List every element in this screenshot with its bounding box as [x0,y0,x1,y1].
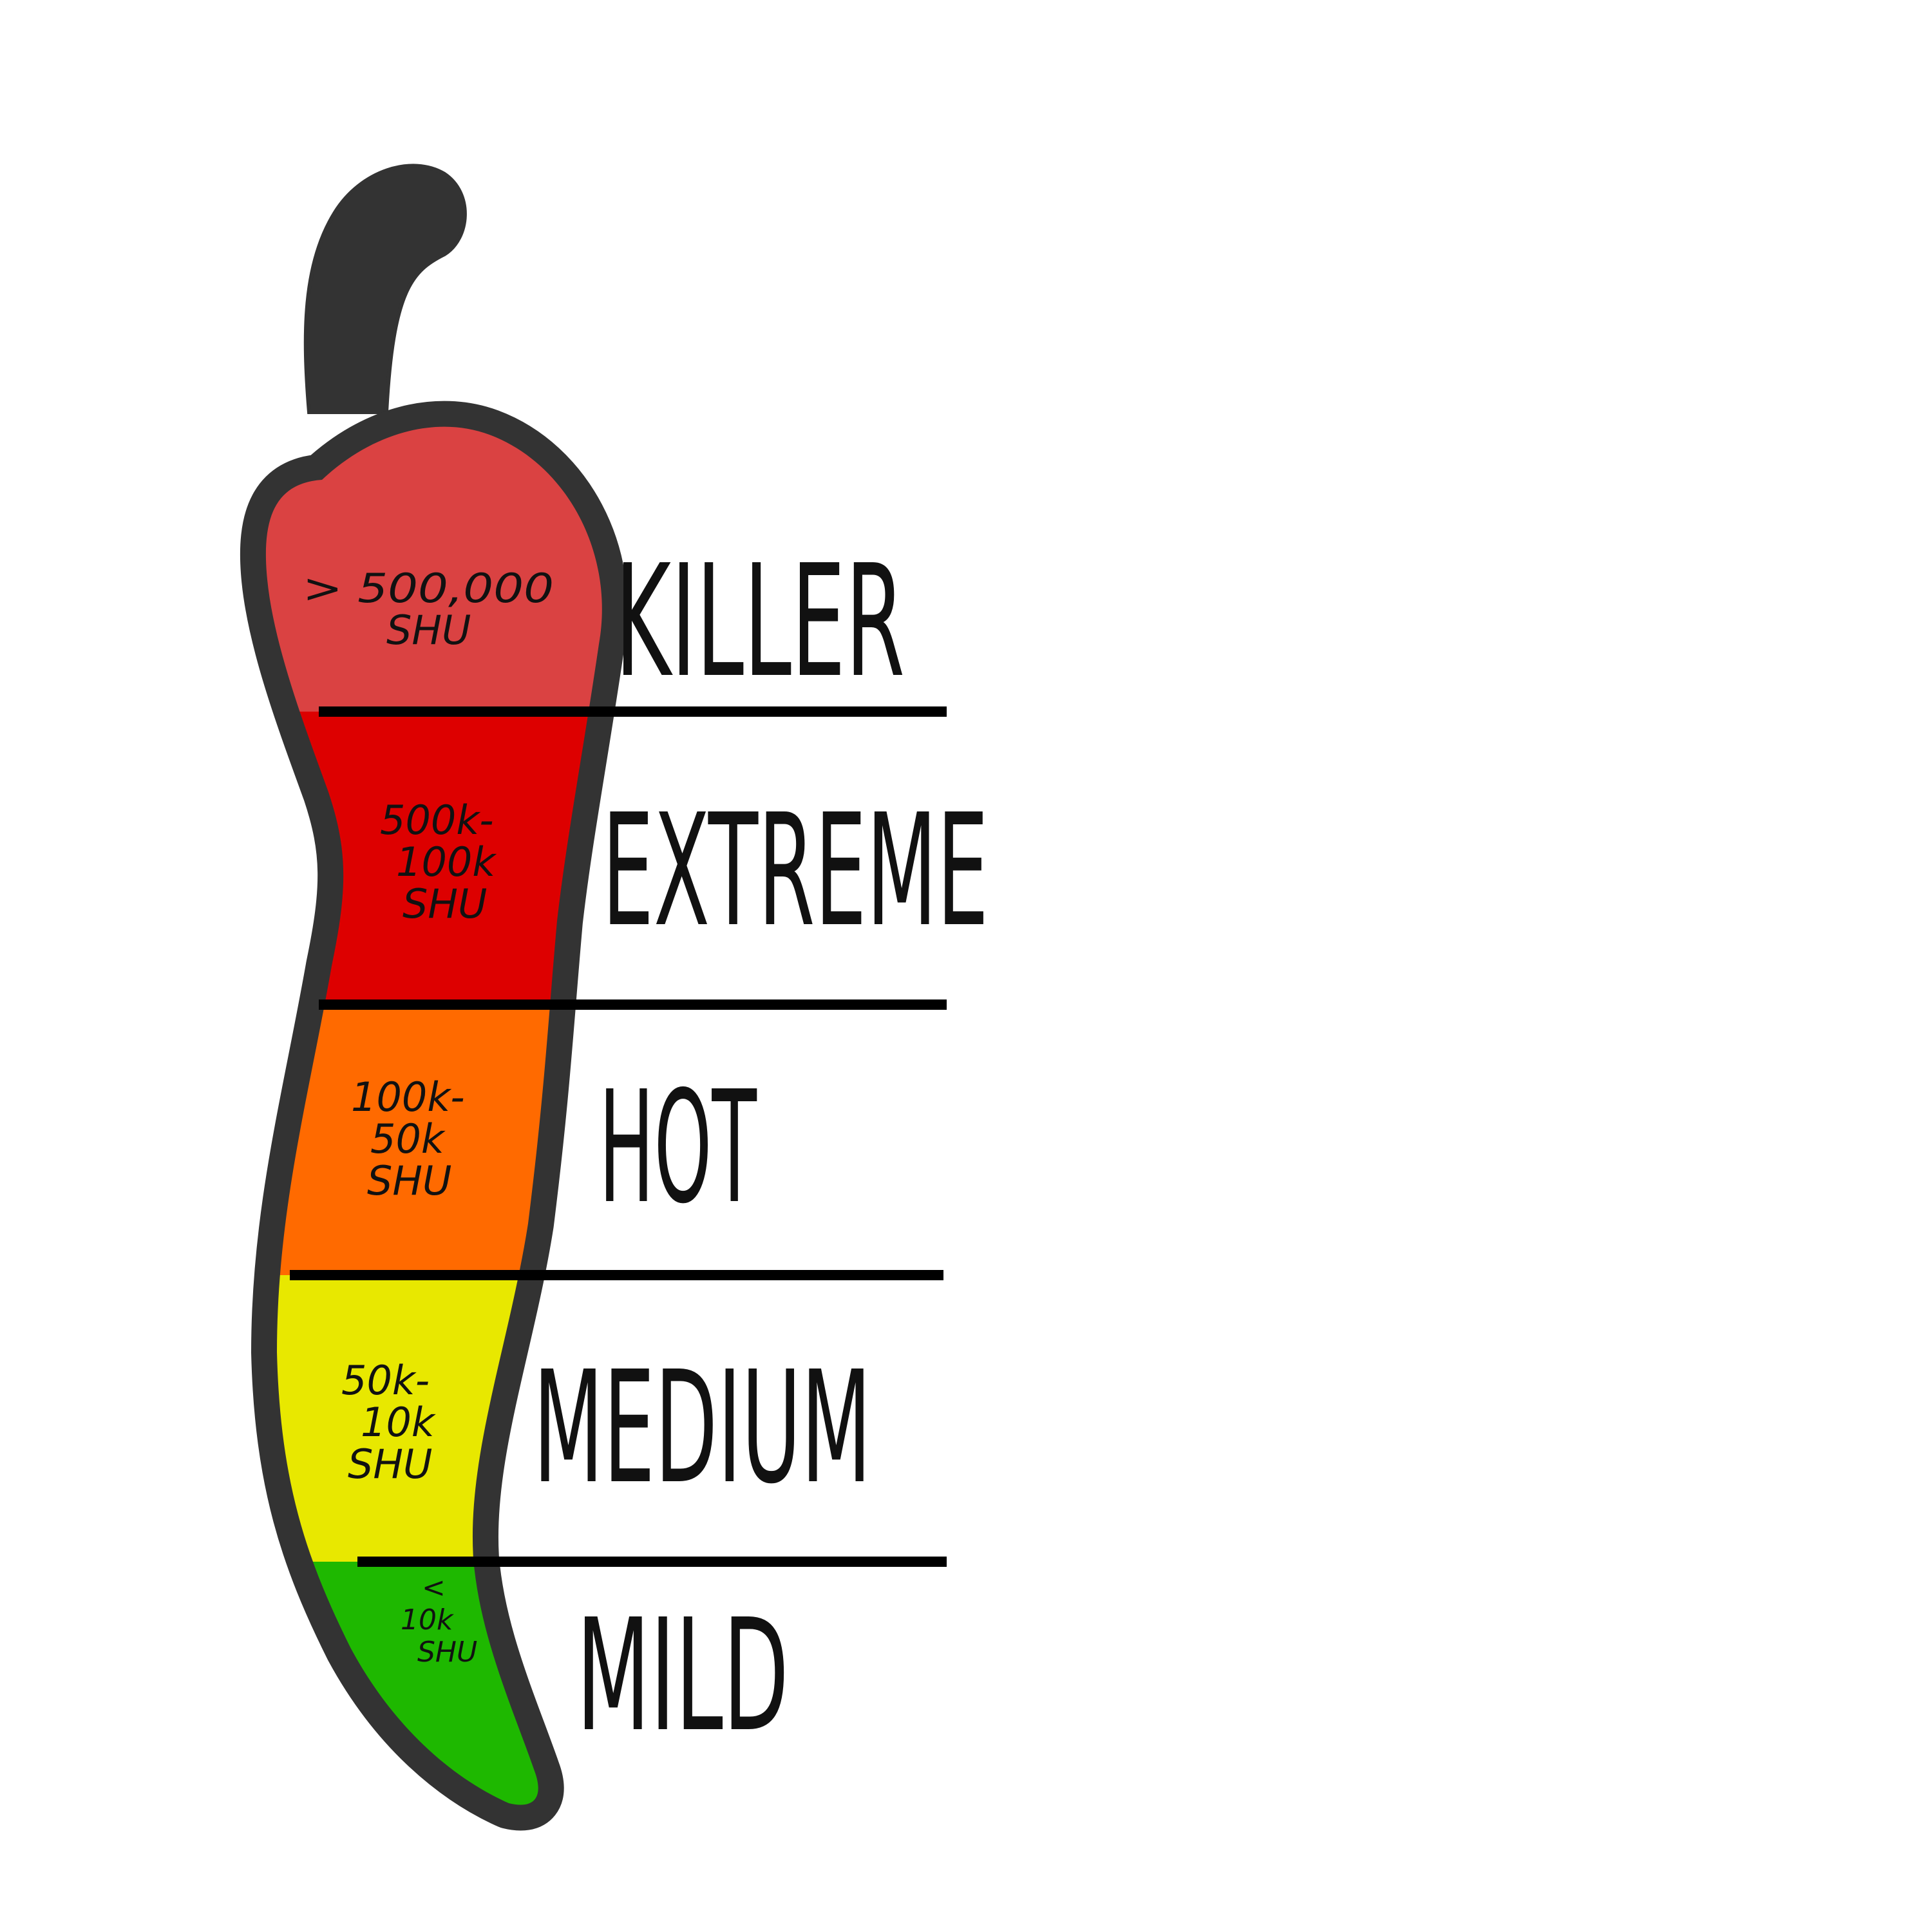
range-extreme-line2: 100k [396,838,497,886]
range-mild-line2: 10k [401,1604,454,1636]
tier-label-extreme: EXTREME [602,781,989,961]
range-hot-line1: 100k- [351,1074,465,1121]
range-extreme-line3: SHU [402,880,487,927]
range-medium-line3: SHU [348,1441,432,1488]
range-killer-line2: SHU [386,607,471,654]
range-medium-line1: 50k- [341,1357,430,1404]
tier-labels: KILLER EXTREME HOT MEDIUM MILD [533,531,989,1766]
range-medium-line2: 10k [361,1399,436,1446]
tier-label-medium: MEDIUM [533,1338,871,1518]
range-labels: > 500,000 SHU 500k- 100k SHU 100k- 50k S… [303,565,554,1669]
range-killer-line1: > 500,000 [303,565,554,612]
tier-label-mild: MILD [576,1586,789,1766]
range-hot-line3: SHU [367,1157,451,1204]
pepper-stem [303,164,467,414]
tier-dividers [290,706,947,1567]
tier-label-killer: KILLER [615,531,905,712]
range-mild-line1: < [422,1571,446,1604]
tier-label-hot: HOT [599,1057,757,1238]
range-mild-line3: SHU [417,1636,477,1669]
range-hot-line2: 50k [370,1115,446,1162]
range-extreme-line1: 500k- [380,797,494,844]
